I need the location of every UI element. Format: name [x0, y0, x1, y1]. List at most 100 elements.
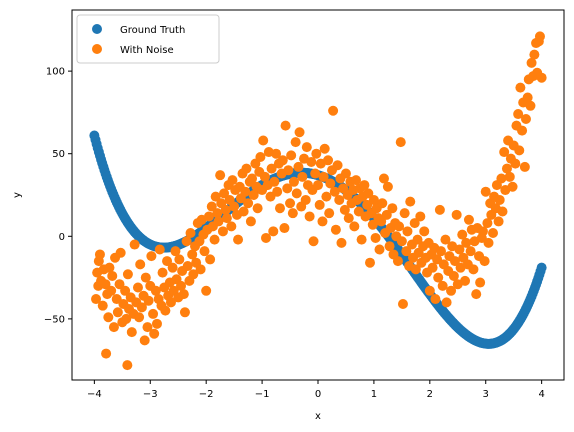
noisy-point	[187, 249, 198, 260]
noisy-point	[381, 209, 392, 220]
noisy-point	[94, 249, 105, 260]
noisy-point	[210, 191, 221, 202]
noisy-point	[507, 181, 518, 192]
noisy-point	[205, 254, 216, 265]
noisy-point	[359, 180, 370, 191]
noisy-point	[460, 275, 471, 286]
noisy-point	[140, 272, 151, 283]
x-tick-label: −4	[87, 389, 102, 400]
y-tick-label: 50	[52, 149, 65, 160]
noisy-point	[446, 285, 457, 296]
noisy-point	[384, 241, 395, 252]
noisy-point	[114, 279, 125, 290]
x-axis-label: x	[315, 411, 321, 422]
noisy-point	[261, 232, 271, 243]
noisy-point	[501, 163, 512, 174]
y-axis-label: y	[12, 192, 23, 198]
noisy-point	[268, 226, 279, 237]
noisy-point	[437, 280, 448, 291]
noisy-point	[471, 289, 482, 300]
legend-marker-ground-truth	[92, 24, 102, 34]
noisy-point	[287, 208, 298, 219]
noisy-point	[461, 237, 472, 248]
noisy-point	[433, 272, 444, 283]
noisy-point	[259, 171, 270, 182]
noisy-point	[157, 267, 168, 278]
noisy-point	[247, 173, 258, 184]
noisy-point	[107, 270, 118, 281]
noisy-point	[336, 237, 347, 248]
noisy-point	[201, 285, 212, 296]
noisy-point	[306, 156, 317, 167]
noisy-point	[482, 218, 493, 229]
x-axis: −4 −3 −2 −1 0 1 2 3 4	[87, 380, 545, 400]
noisy-point	[325, 178, 336, 189]
noisy-point	[318, 171, 329, 182]
noisy-point	[368, 194, 379, 205]
noisy-point	[103, 312, 114, 323]
noisy-point	[300, 194, 311, 205]
noisy-point	[525, 100, 536, 111]
noisy-point	[496, 173, 507, 184]
noisy-point	[311, 148, 322, 159]
noisy-point	[100, 279, 111, 290]
noisy-point	[430, 294, 441, 305]
noisy-point	[182, 261, 193, 272]
noisy-point	[120, 285, 131, 296]
noisy-point	[434, 204, 445, 215]
noisy-point	[409, 218, 420, 229]
noisy-point	[410, 264, 421, 275]
noisy-point	[243, 198, 254, 209]
noisy-point	[488, 227, 498, 238]
noisy-point	[499, 147, 510, 158]
noisy-point	[252, 203, 263, 214]
noisy-point	[132, 282, 143, 293]
noisy-point	[424, 285, 435, 296]
noisy-point	[319, 143, 330, 154]
noisy-point	[395, 137, 406, 148]
noisy-point	[245, 216, 256, 227]
noisy-point	[314, 199, 325, 210]
x-tick-label: −3	[143, 389, 158, 400]
noisy-point	[330, 224, 341, 235]
legend: Ground Truth With Noise	[76, 14, 220, 64]
noisy-point	[151, 318, 162, 329]
noisy-point	[170, 246, 181, 257]
noisy-point	[112, 307, 123, 318]
noisy-point	[440, 234, 451, 245]
noisy-point	[483, 237, 494, 248]
noisy-point	[255, 152, 266, 163]
noisy-point	[146, 251, 157, 262]
noisy-point	[91, 294, 102, 305]
noisy-point	[526, 57, 537, 68]
noisy-point	[154, 244, 165, 255]
noisy-point	[195, 264, 206, 275]
noisy-point	[272, 186, 283, 197]
x-tick-label: 4	[538, 389, 544, 400]
noisy-point	[477, 226, 488, 237]
noisy-point	[226, 221, 237, 232]
noisy-point	[290, 137, 301, 148]
noisy-point	[329, 186, 340, 197]
noisy-point	[397, 299, 408, 310]
plot-area	[89, 31, 547, 371]
x-tick-label: 1	[371, 389, 377, 400]
noisy-point	[227, 175, 238, 186]
noisy-point	[514, 145, 525, 156]
noisy-point	[122, 360, 133, 371]
legend-box	[76, 14, 220, 64]
noisy-point	[419, 226, 430, 237]
series-with-noise	[91, 31, 547, 371]
noisy-point	[106, 285, 117, 296]
noisy-point	[480, 186, 491, 197]
noisy-point	[457, 229, 468, 240]
y-tick-label: 0	[59, 232, 65, 243]
noisy-point	[238, 206, 249, 217]
noisy-point	[321, 191, 332, 202]
noisy-point	[179, 307, 190, 318]
noisy-point	[465, 246, 476, 257]
noisy-point	[271, 148, 282, 159]
noisy-point	[293, 161, 304, 172]
noisy-point	[203, 211, 214, 222]
